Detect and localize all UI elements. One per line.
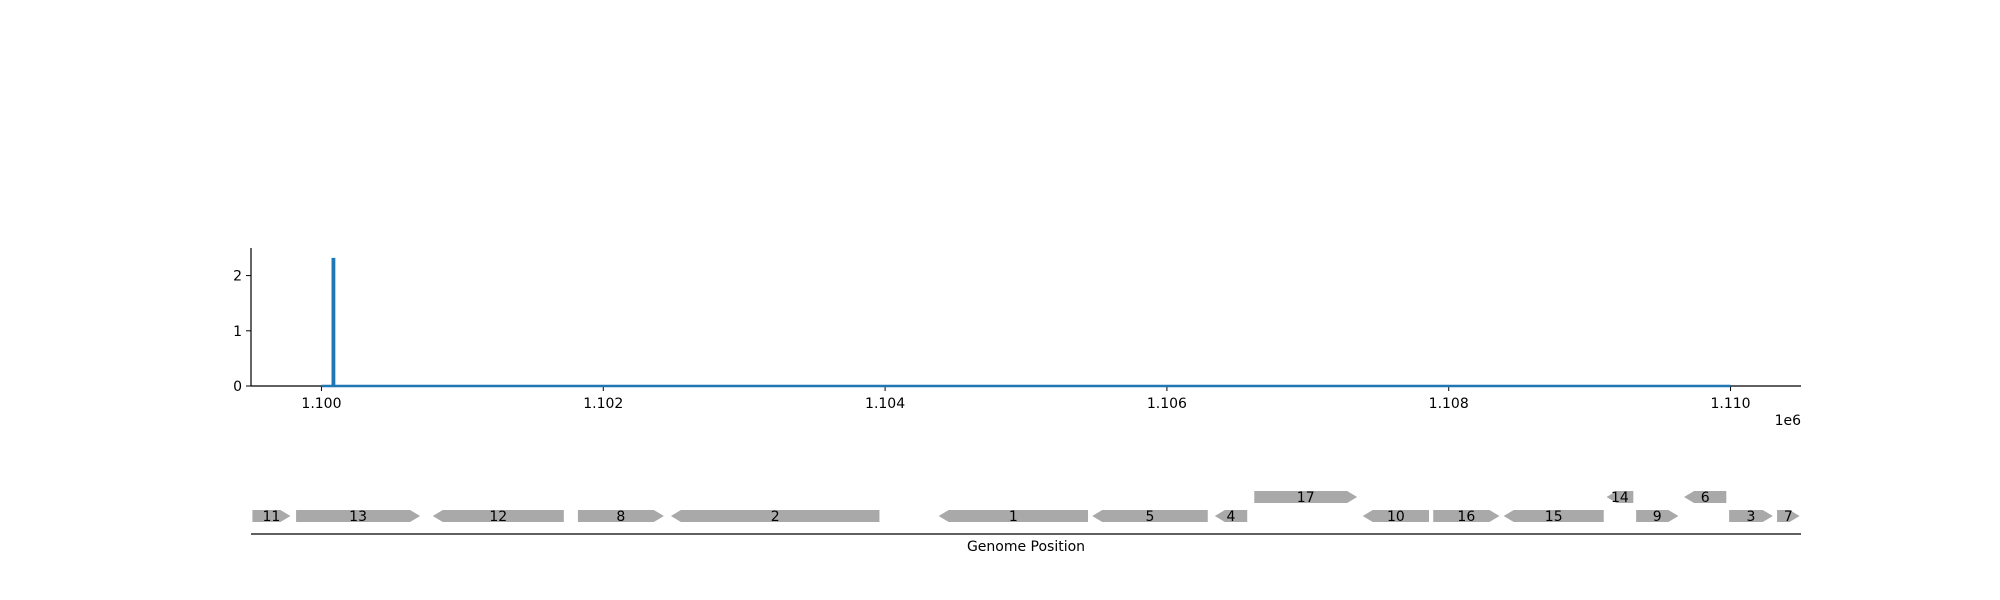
- gene-arrow: [1214, 510, 1248, 522]
- x-tick-label: 1.104: [865, 396, 905, 412]
- gene-arrow: [1254, 491, 1358, 503]
- x-axis-multiplier: 1e6: [1775, 413, 1802, 429]
- gene-arrow: [670, 510, 880, 522]
- gene-arrow: [1092, 510, 1208, 522]
- y-tick-label: 0: [233, 379, 242, 395]
- x-tick-label: 1.100: [301, 396, 341, 412]
- gene-label: 17: [1297, 490, 1315, 506]
- gene-label: 4: [1227, 509, 1236, 525]
- gene-arrow: [252, 510, 291, 522]
- gene-arrow: [1777, 510, 1800, 522]
- y-tick-label: 1: [233, 324, 242, 340]
- gene-label: 14: [1611, 490, 1629, 506]
- y-tick-label: 2: [233, 269, 242, 285]
- gene-label: 11: [263, 509, 281, 525]
- gene-arrow: [296, 510, 421, 522]
- gene-label: 5: [1146, 509, 1155, 525]
- gene-arrow: [938, 510, 1088, 522]
- gene-label: 12: [489, 509, 507, 525]
- gene-label: 3: [1747, 509, 1756, 525]
- gene-label: 16: [1457, 509, 1475, 525]
- gene-label: 8: [616, 509, 625, 525]
- gene-arrow: [1606, 491, 1634, 503]
- gene-label: 13: [349, 509, 367, 525]
- gene-label: 15: [1545, 509, 1563, 525]
- x-tick-label: 1.108: [1429, 396, 1469, 412]
- gene-label: 6: [1701, 490, 1710, 506]
- gene-arrow: [1362, 510, 1429, 522]
- gene-arrow: [1433, 510, 1500, 522]
- gene-label: 2: [771, 509, 780, 525]
- coverage-plot-area: 1.100 1.102 1.104 1.106 1.108 1.110 0 1 2: [233, 248, 1801, 412]
- gene-arrow: [577, 510, 664, 522]
- gene-label: 1: [1009, 509, 1018, 525]
- gene-arrow: [1729, 510, 1773, 522]
- gene-arrow: [1503, 510, 1604, 522]
- gene-arrow: [432, 510, 564, 522]
- x-tick-label: 1.102: [583, 396, 623, 412]
- gene-label: 10: [1387, 509, 1405, 525]
- x-tick-label: 1.106: [1147, 396, 1187, 412]
- gene-label: 7: [1784, 509, 1793, 525]
- gene-arrow: [1684, 491, 1727, 503]
- gene-arrow: [1636, 510, 1679, 522]
- x-tick-label: 1.110: [1710, 396, 1750, 412]
- gene-label: 9: [1653, 509, 1662, 525]
- coverage-line: [321, 257, 1731, 388]
- x-axis-label: Genome Position: [967, 539, 1085, 555]
